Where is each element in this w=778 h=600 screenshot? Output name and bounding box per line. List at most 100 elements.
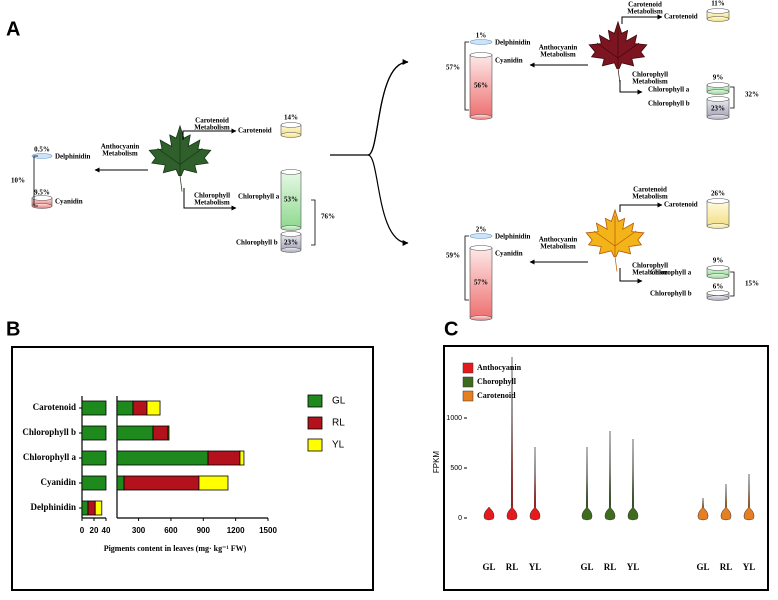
percent-label: 0.5% [34,146,50,154]
x-tick-label: 1200 [227,526,245,535]
cylinder-top [280,169,302,175]
violin [483,506,495,521]
cylinder-bottom [280,225,302,231]
x-tick-label: 40 [102,526,111,535]
fork-arrow [367,59,409,156]
bar-segment [198,475,229,491]
total-label: 32% [745,91,759,99]
legend-label: YL [332,440,345,451]
legend-swatch [307,394,323,408]
violin [529,446,541,521]
percent-label: 1% [476,32,487,40]
cylinder-bottom [706,273,730,279]
x-tick-label: RL [604,562,617,572]
bar-segment [132,400,148,416]
bracket [464,235,469,301]
pigment-label: Carotenoid [664,201,698,209]
bar-segment [123,475,200,491]
bar-segment [152,425,169,441]
bar-segment [207,450,241,466]
legend-swatch [462,390,474,402]
pathway-label: Anthocyanin [101,143,140,151]
legend-swatch [462,376,474,388]
pigment-label: Delphinidin [55,153,91,161]
pigment-label: Chlorophyll a [238,193,280,201]
violin [743,473,755,521]
x-axis-title: Pigments content in leaves (mg· kg⁻¹ FW) [104,544,247,553]
bracket [730,86,735,109]
bar-segment [81,400,107,416]
bar-segment [94,500,103,516]
percent-label: 57% [474,279,488,287]
pathway-label: Carotenoid [633,186,667,194]
x-tick-label: 300 [132,526,146,535]
pathway-label: Metabolism [632,78,668,86]
total-label: 76% [321,213,335,221]
cylinder-top [706,8,730,14]
x-tick-label: 900 [197,526,211,535]
pathway-label: Metabolism [540,51,576,59]
bar-segment [81,425,107,441]
legend-label: RL [332,418,345,429]
bar-segment [116,475,125,491]
y-tick-label: 1000 [446,415,462,422]
fork-arrow [330,61,408,243]
pathway-label: Metabolism [632,269,668,277]
cylinder-top [706,96,730,102]
violin [506,356,518,521]
x-tick-label: 1500 [259,526,277,535]
x-tick-label: YL [743,562,756,572]
percent-label: 14% [284,114,298,122]
cylinder-bottom [31,203,53,209]
x-tick-label: 600 [164,526,178,535]
percent-label: 56% [474,82,488,90]
x-tick-label: GL [482,562,495,572]
cylinder-bottom [280,132,302,138]
pathway-label: Chlorophyll [194,192,230,200]
cylinder-bottom [706,114,730,120]
pathway-arrow [621,14,663,24]
pathway-label: Chlorophyll [632,262,668,270]
cylinder-bottom [469,114,493,120]
legend-label: GL [332,396,346,407]
leaf-stem [596,28,640,84]
pathway-label: Metabolism [102,150,138,158]
panel-letter: B [6,318,20,340]
pathway-label: Anthocyanin [539,44,578,52]
panel-c-frame [443,345,769,591]
cylinder-top [706,290,730,296]
panel-letter: C [444,318,458,340]
cylinder-bottom [706,16,730,22]
pigment-label: Chlorophyll a [648,86,690,94]
pathway-label: Metabolism [194,199,230,207]
total-label: 57% [446,64,460,72]
violin [720,483,732,521]
panel-b-frame [11,346,374,591]
cylinder-bottom [706,223,730,229]
x-tick-label: YL [627,562,640,572]
x-tick-label: GL [696,562,709,572]
pathway-label: Chlorophyll [632,71,668,79]
percent-label: 9.5% [34,189,50,197]
legend-label: Carotenoid [477,391,516,400]
pathway-label: Carotenoid [628,1,662,9]
pigment-label: Delphinidin [495,233,531,241]
pigment-label: Chlorophyll b [236,239,278,247]
percent-label: 23% [284,239,298,247]
cylinder-top [706,198,730,204]
pathway-arrow [619,80,643,95]
total-label: 15% [745,280,759,288]
x-tick-label: 0 [80,526,85,535]
leaf-stem [593,216,637,272]
pathway-arrow [619,268,643,284]
x-tick-label: RL [506,562,519,572]
y-tick-label: Carotenoid [33,402,76,412]
pigment-label: Carotenoid [238,127,272,135]
delphinidin-disk [31,153,53,159]
y-tick-label: Delphinidin [30,502,76,512]
cylinder-top [469,52,493,58]
x-tick-label: YL [529,562,542,572]
y-tick-label: Chlorophyll b [22,427,76,437]
bar-segment [81,450,107,466]
pathway-label: Metabolism [194,124,230,132]
